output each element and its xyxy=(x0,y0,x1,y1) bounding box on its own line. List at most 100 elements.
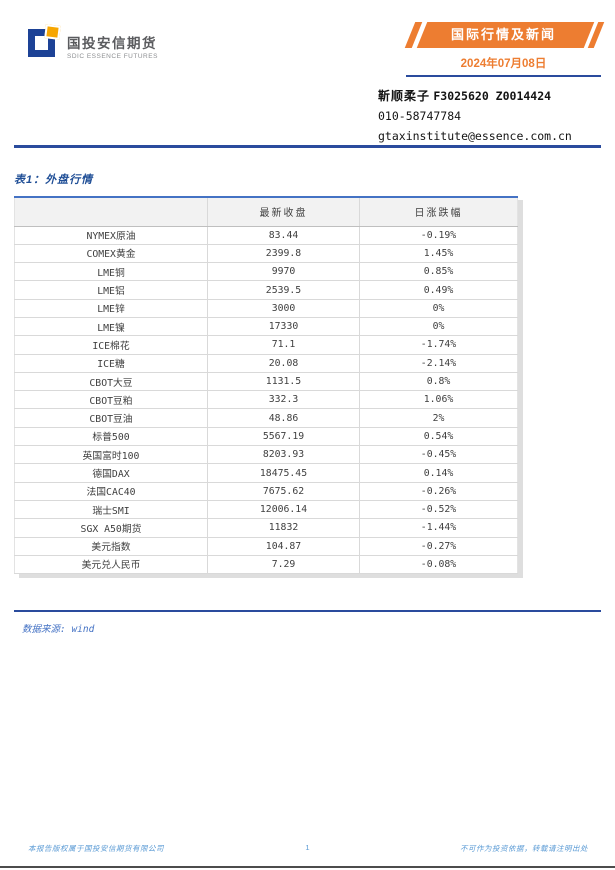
change-cell: 0.85% xyxy=(359,262,518,282)
header-right-block: 国际行情及新闻 2024年07月08日 靳顺柔子 F3025620 Z00144… xyxy=(378,22,605,146)
table-bottom-divider-line xyxy=(14,610,601,612)
close-cell: 2539.5 xyxy=(207,280,360,300)
data-source-note: 数据来源: wind xyxy=(22,624,95,635)
table-row: 瑞士SMI 12006.14 -0.52% xyxy=(14,500,518,520)
change-cell: 0.54% xyxy=(359,427,518,447)
change-cell: 0.49% xyxy=(359,280,518,300)
close-cell: 17330 xyxy=(207,317,360,337)
table-row: 英国富时100 8203.93 -0.45% xyxy=(14,445,518,465)
change-cell: -0.26% xyxy=(359,482,518,501)
instrument-cell: SGX A50期货 xyxy=(14,518,208,538)
change-cell: -0.52% xyxy=(359,500,518,520)
market-table-header: 最新收盘 日涨跌幅 xyxy=(14,196,518,227)
close-cell: 3000 xyxy=(207,299,360,318)
page-number: 1 xyxy=(305,843,310,852)
table-row: CBOT豆粕 332.3 1.06% xyxy=(14,390,518,410)
report-category-banner: 国际行情及新闻 xyxy=(404,22,605,48)
logo-inner-square xyxy=(35,36,48,50)
instrument-cell: 美元兑人民币 xyxy=(14,555,208,575)
table-row: LME镍 17330 0% xyxy=(14,317,518,337)
company-name-cn: 国投安信期货 xyxy=(67,36,157,51)
change-cell: -0.08% xyxy=(359,555,518,575)
banner-title: 国际行情及新闻 xyxy=(450,27,556,42)
table-row: 标普500 5567.19 0.54% xyxy=(14,427,518,447)
company-logo: 国投安信期货 SDIC ESSENCE FUTURES xyxy=(28,24,158,60)
instrument-cell: 德国DAX xyxy=(14,463,208,483)
instrument-cell: CBOT大豆 xyxy=(14,372,208,392)
table-row: 美元兑人民币 7.29 -0.08% xyxy=(14,555,518,575)
change-cell: -2.14% xyxy=(359,354,518,373)
instrument-cell: NYMEX原油 xyxy=(14,226,208,245)
change-cell: 2% xyxy=(359,408,518,428)
close-cell: 332.3 xyxy=(207,390,360,410)
table-row: LME铝 2539.5 0.49% xyxy=(14,280,518,300)
close-cell: 9970 xyxy=(207,262,360,282)
table-row: 美元指数 104.87 -0.27% xyxy=(14,537,518,556)
page-footer: 本报告版权属于国投安信期货有限公司 1 不可作为投资依据，转载请注明出处 xyxy=(0,841,615,857)
analyst-name: 靳顺柔子 xyxy=(378,89,431,103)
table-row: NYMEX原油 83.44 -0.19% xyxy=(14,226,518,245)
table-row: SGX A50期货 11832 -1.44% xyxy=(14,518,518,538)
instrument-cell: LME锌 xyxy=(14,299,208,318)
close-cell: 11832 xyxy=(207,518,360,538)
logo-orange-square xyxy=(44,24,61,40)
instrument-cell: 法国CAC40 xyxy=(14,482,208,501)
change-cell: 0% xyxy=(359,299,518,318)
change-cell: -0.45% xyxy=(359,445,518,465)
table-row: 法国CAC40 7675.62 -0.26% xyxy=(14,482,518,501)
analyst-license-codes: F3025620 Z0014424 xyxy=(433,89,552,103)
analyst-phone: 010-58747784 xyxy=(378,109,462,123)
close-cell: 71.1 xyxy=(207,335,360,355)
instrument-cell: 瑞士SMI xyxy=(14,500,208,520)
change-cell: -0.27% xyxy=(359,537,518,556)
analyst-name-line: 靳顺柔子 F3025620 Z0014424 xyxy=(378,86,601,106)
change-cell: 1.45% xyxy=(359,244,518,264)
table-row: CBOT大豆 1131.5 0.8% xyxy=(14,372,518,392)
report-date: 2024年07月08日 xyxy=(406,48,601,77)
instrument-cell: ICE糖 xyxy=(14,354,208,373)
company-logo-text: 国投安信期货 SDIC ESSENCE FUTURES xyxy=(67,32,158,60)
instrument-cell: COMEX黄金 xyxy=(14,244,208,264)
analyst-contact-block: 靳顺柔子 F3025620 Z0014424 010-58747784 gtax… xyxy=(378,86,601,146)
table-row: CBOT豆油 48.86 2% xyxy=(14,408,518,428)
market-table-body: NYMEX原油 83.44 -0.19% COMEX黄金 2399.8 1.45% LME铜… xyxy=(14,226,518,575)
header-row: 最新收盘 日涨跌幅 xyxy=(14,196,518,227)
close-cell: 5567.19 xyxy=(207,427,360,447)
change-column-header: 日涨跌幅 xyxy=(359,196,518,227)
change-cell: 0% xyxy=(359,317,518,337)
close-cell: 104.87 xyxy=(207,537,360,556)
page-bottom-edge xyxy=(0,866,615,868)
change-cell: 0.14% xyxy=(359,463,518,483)
instrument-cell: 美元指数 xyxy=(14,537,208,556)
close-cell: 1131.5 xyxy=(207,372,360,392)
table-title: 表1：外盘行情 xyxy=(14,174,94,186)
close-cell: 48.86 xyxy=(207,408,360,428)
instrument-cell: CBOT豆油 xyxy=(14,408,208,428)
close-cell: 7675.62 xyxy=(207,482,360,501)
footer-copyright: 本报告版权属于国投安信期货有限公司 xyxy=(28,844,164,853)
change-cell: -1.44% xyxy=(359,518,518,538)
analyst-email: gtaxinstitute@essence.com.cn xyxy=(378,129,572,143)
instrument-cell: LME铝 xyxy=(14,280,208,300)
change-cell: -0.19% xyxy=(359,226,518,245)
market-table: 最新收盘 日涨跌幅 NYMEX原油 83.44 -0.19% COMEX黄金 2399.… xyxy=(14,196,518,575)
close-cell: 20.08 xyxy=(207,354,360,373)
header-divider-line xyxy=(14,145,601,148)
instrument-cell: 英国富时100 xyxy=(14,445,208,465)
table-row: COMEX黄金 2399.8 1.45% xyxy=(14,244,518,264)
table-row: LME铜 9970 0.85% xyxy=(14,262,518,282)
close-cell: 2399.8 xyxy=(207,244,360,264)
table-row: ICE棉花 71.1 -1.74% xyxy=(14,335,518,355)
instrument-column-header xyxy=(14,196,208,227)
change-cell: 0.8% xyxy=(359,372,518,392)
footer-disclaimer: 不可作为投资依据，转载请注明出处 xyxy=(460,844,588,853)
table-row: ICE糖 20.08 -2.14% xyxy=(14,354,518,373)
instrument-cell: 标普500 xyxy=(14,427,208,447)
close-cell: 8203.93 xyxy=(207,445,360,465)
close-cell: 12006.14 xyxy=(207,500,360,520)
change-cell: 1.06% xyxy=(359,390,518,410)
table-row: LME锌 3000 0% xyxy=(14,299,518,318)
instrument-cell: LME镍 xyxy=(14,317,208,337)
company-name-en: SDIC ESSENCE FUTURES xyxy=(67,53,158,60)
instrument-cell: CBOT豆粕 xyxy=(14,390,208,410)
